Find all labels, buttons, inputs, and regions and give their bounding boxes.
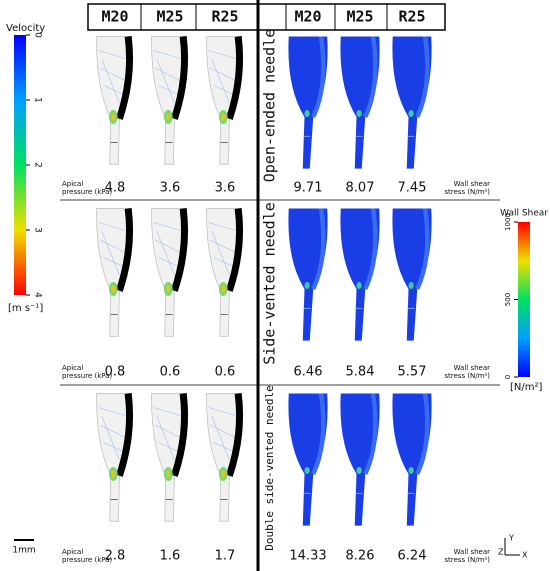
shear-value: 5.84 — [346, 365, 375, 380]
pressure-value: 1.7 — [215, 549, 236, 564]
legend-unit: [m s⁻¹] — [8, 303, 43, 314]
legend-title: Wall Shear — [500, 209, 548, 219]
tick-label: 0 — [504, 375, 512, 379]
shear-image — [340, 37, 379, 169]
shear-colorbar — [518, 222, 530, 377]
shear-label: Wall shear — [454, 180, 491, 188]
pressure-label: Apical — [62, 180, 83, 188]
pressure-label: pressure (kPa) — [62, 188, 112, 196]
pressure-value: 0.6 — [215, 365, 236, 380]
shear-value: 5.57 — [398, 365, 427, 380]
shear-image — [288, 209, 327, 341]
flow-image — [207, 394, 242, 522]
tick-label: 1000 — [504, 213, 512, 231]
pressure-value: 4.8 — [105, 181, 126, 196]
shear-image — [288, 37, 327, 169]
pressure-value: 3.6 — [160, 181, 181, 196]
axis-label: X — [522, 551, 528, 560]
shear-image — [392, 209, 431, 341]
tick-label: 0 — [33, 32, 43, 38]
column-header: M20 — [101, 8, 128, 26]
shear-value: 14.33 — [289, 549, 326, 564]
pressure-label: pressure (kPa) — [62, 556, 112, 564]
pressure-label: Apical — [62, 548, 83, 556]
flow-image — [207, 37, 242, 165]
column-header: M25 — [156, 8, 183, 26]
shear-value: 9.71 — [294, 181, 323, 196]
legend-unit: [N/m²] — [510, 382, 543, 393]
row-label: Double side-vented needle — [263, 385, 276, 551]
pressure-label: Apical — [62, 364, 83, 372]
axis-label: Y — [508, 534, 514, 543]
pressure-value: 0.6 — [160, 365, 181, 380]
tick-label: 500 — [504, 293, 512, 306]
flow-image — [97, 209, 132, 337]
shear-value: 7.45 — [398, 181, 427, 196]
tick-label: 4 — [33, 292, 43, 298]
shear-image — [288, 394, 327, 526]
shear-value: 8.26 — [346, 549, 375, 564]
shear-label: stress (N/m²) — [444, 188, 490, 196]
flow-image — [97, 394, 132, 522]
shear-value: 8.07 — [346, 181, 375, 196]
pressure-label: pressure (kPa) — [62, 372, 112, 380]
row-label: Side-vented needle — [261, 202, 279, 365]
scale-label: 1mm — [12, 546, 35, 556]
column-header: R25 — [398, 8, 425, 26]
shear-value: 6.46 — [294, 365, 323, 380]
tick-label: 2 — [33, 162, 43, 168]
shear-image — [340, 394, 379, 526]
pressure-value: 0.8 — [105, 365, 126, 380]
shear-label: stress (N/m²) — [444, 556, 490, 564]
column-header: M20 — [294, 8, 321, 26]
shear-value: 6.24 — [398, 549, 427, 564]
pressure-value: 1.6 — [160, 549, 181, 564]
flow-image — [207, 209, 242, 337]
flow-image — [152, 209, 187, 337]
header-frame — [87, 3, 446, 31]
row-label: Open-ended needle — [261, 29, 279, 183]
flow-image — [97, 37, 132, 165]
pressure-value: 3.6 — [215, 181, 236, 196]
axis-triad — [504, 538, 520, 556]
shear-label: stress (N/m²) — [444, 372, 490, 380]
flow-image — [152, 37, 187, 165]
flow-image — [152, 394, 187, 522]
shear-label: Wall shear — [454, 548, 491, 556]
shear-image — [392, 394, 431, 526]
shear-image — [392, 37, 431, 169]
velocity-colorbar — [14, 35, 26, 295]
column-header: M25 — [346, 8, 373, 26]
tick-label: 3 — [33, 227, 43, 233]
column-header: R25 — [211, 8, 238, 26]
shear-image — [340, 209, 379, 341]
tick-label: 1 — [33, 97, 43, 103]
shear-label: Wall shear — [454, 364, 491, 372]
pressure-value: 2.8 — [105, 549, 126, 564]
legend-title: Velocity — [6, 23, 45, 34]
axis-label: Z — [498, 548, 504, 557]
